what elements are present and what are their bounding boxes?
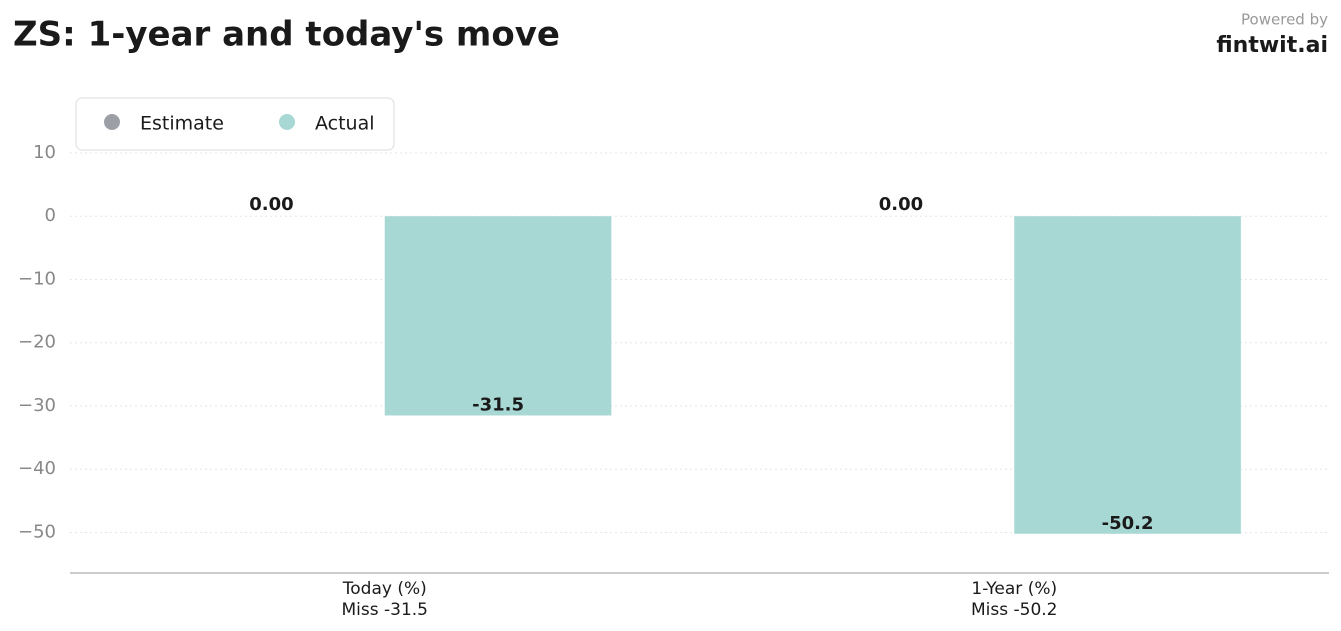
y-tick-label: −40 [18,458,56,479]
legend-box [75,97,395,151]
y-tick-label: 0 [45,205,56,226]
bar [1014,216,1241,534]
value-label: 0.00 [879,194,923,215]
chart-title: ZS: 1-year and today's move [13,15,560,55]
value-label: 0.00 [249,194,293,215]
y-tick-label: −10 [18,268,56,289]
y-tick-label: −20 [18,332,56,353]
x-tick-note: Miss -50.2 [971,600,1058,620]
bar [384,216,612,416]
y-tick-label: 10 [33,142,56,163]
legend-marker [104,114,120,130]
y-tick-label: −30 [18,395,56,416]
legend-marker [279,114,295,130]
x-tick-note: Miss -31.5 [342,600,429,620]
value-label: -50.2 [1102,513,1154,534]
brand: fintwit.ai [1216,33,1328,58]
brand-caption: Powered by [1241,11,1328,29]
y-tick-label: −50 [18,522,56,543]
value-label: -31.5 [472,394,524,415]
legend-label: Estimate [140,113,224,135]
legend-label: Actual [315,113,375,135]
x-tick-label: Today (%) [342,579,427,599]
x-tick-label: 1-Year (%) [971,579,1057,599]
